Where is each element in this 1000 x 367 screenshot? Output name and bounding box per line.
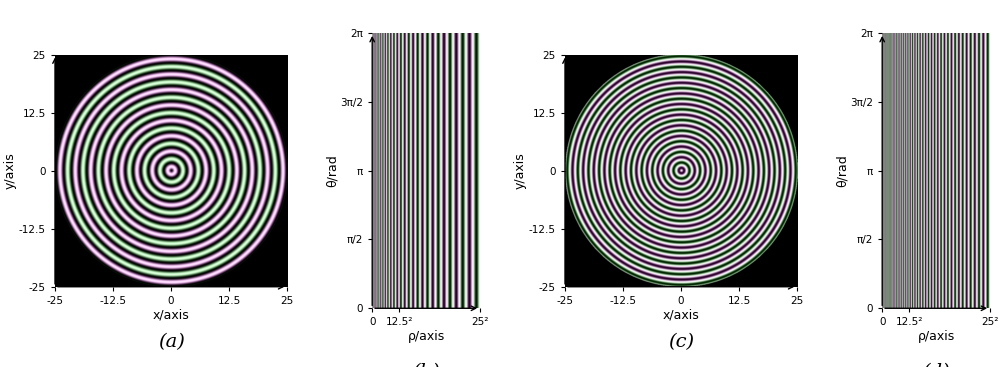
Text: (a): (a) xyxy=(158,333,185,351)
Text: (d): (d) xyxy=(922,363,950,367)
Y-axis label: θ/rad: θ/rad xyxy=(326,154,339,187)
Y-axis label: θ/rad: θ/rad xyxy=(836,154,849,187)
X-axis label: x/axis: x/axis xyxy=(663,309,699,321)
X-axis label: ρ/axis: ρ/axis xyxy=(407,330,445,343)
X-axis label: x/axis: x/axis xyxy=(153,309,189,321)
Text: (c): (c) xyxy=(668,333,694,351)
Y-axis label: y/axis: y/axis xyxy=(513,152,526,189)
Y-axis label: y/axis: y/axis xyxy=(3,152,16,189)
Text: (b): (b) xyxy=(412,363,440,367)
X-axis label: ρ/axis: ρ/axis xyxy=(917,330,955,343)
